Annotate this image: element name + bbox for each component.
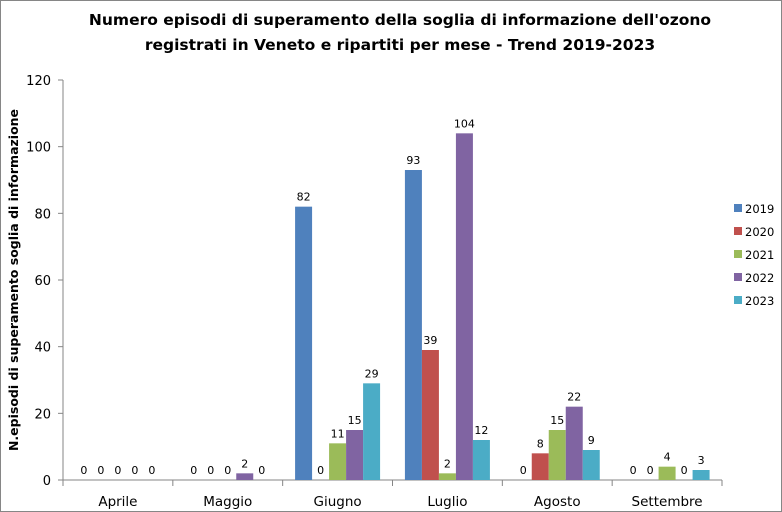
chart-title-line1: Numero episodi di superamento della sogl… (88, 11, 712, 29)
data-label: 93 (406, 154, 420, 167)
y-tick-label: 60 (34, 274, 51, 289)
x-tick-label: Settembre (632, 494, 703, 510)
legend-swatch-2023 (734, 296, 742, 304)
y-tick-label: 0 (43, 474, 51, 489)
data-label: 0 (681, 464, 688, 477)
data-label: 22 (567, 391, 581, 404)
legend-swatch-2020 (734, 227, 742, 235)
x-tick-label: Agosto (534, 494, 581, 510)
data-label: 39 (423, 334, 437, 347)
data-label: 0 (258, 464, 265, 477)
data-label: 15 (550, 414, 564, 427)
bar-2021-Settembre (658, 466, 676, 480)
data-label: 0 (190, 464, 197, 477)
legend-label-2022: 2022 (745, 271, 774, 285)
bar-2022-Luglio (455, 133, 473, 481)
data-label: 12 (474, 424, 488, 437)
data-label: 0 (114, 464, 121, 477)
legend-label-2019: 2019 (745, 202, 774, 216)
data-label: 0 (207, 464, 214, 477)
data-label: 0 (317, 464, 324, 477)
y-tick-label: 80 (34, 207, 51, 222)
legend-swatch-2019 (734, 204, 742, 212)
bar-2022-Maggio (236, 473, 254, 480)
data-label: 0 (630, 464, 637, 477)
data-label: 4 (664, 451, 671, 464)
bar-2021-Luglio (438, 473, 456, 480)
bar-2023-Settembre (692, 470, 710, 480)
legend-label-2021: 2021 (745, 248, 774, 262)
chart-title-line2: registrati in Veneto e ripartiti per mes… (144, 36, 656, 54)
data-label: 104 (454, 117, 475, 130)
data-label: 9 (588, 434, 595, 447)
bar-2021-Agosto (548, 430, 566, 480)
data-label: 0 (97, 464, 104, 477)
bar-2019-Giugno (295, 206, 313, 480)
data-label: 2 (241, 457, 248, 470)
bar-2020-Agosto (531, 453, 549, 480)
bar-2022-Giugno (346, 430, 364, 480)
bar-2023-Giugno (363, 383, 381, 480)
data-label: 0 (520, 464, 527, 477)
chart-title: Numero episodi di superamento della sogl… (60, 8, 740, 58)
data-label: 0 (131, 464, 138, 477)
x-tick-label: Aprile (98, 494, 137, 510)
bar-2019-Luglio (404, 170, 422, 480)
data-label: 15 (348, 414, 362, 427)
data-label: 11 (331, 427, 345, 440)
y-tick-label: 100 (26, 141, 51, 156)
y-axis-label: N.episodi di superamento soglia di infor… (6, 109, 21, 451)
y-tick-label: 120 (26, 74, 51, 89)
data-label: 3 (698, 454, 705, 467)
data-label: 0 (647, 464, 654, 477)
legend-label-2020: 2020 (745, 225, 774, 239)
bar-2023-Agosto (582, 450, 600, 480)
bar-2020-Luglio (421, 350, 439, 480)
bar-2022-Agosto (565, 406, 583, 480)
data-label: 8 (537, 437, 544, 450)
data-label: 82 (297, 191, 311, 204)
data-label: 0 (224, 464, 231, 477)
data-label: 0 (148, 464, 155, 477)
data-label: 29 (365, 367, 379, 380)
legend-label-2023: 2023 (745, 294, 774, 308)
legend-swatch-2022 (734, 273, 742, 281)
legend-swatch-2021 (734, 250, 742, 258)
data-label: 2 (444, 457, 451, 470)
x-tick-label: Giugno (314, 494, 362, 510)
x-tick-label: Maggio (203, 494, 252, 510)
data-label: 0 (80, 464, 87, 477)
y-tick-label: 20 (34, 407, 51, 422)
x-tick-label: Luglio (427, 494, 467, 510)
bar-2021-Giugno (329, 443, 347, 480)
bar-2023-Luglio (472, 440, 490, 480)
y-tick-label: 40 (34, 341, 51, 356)
